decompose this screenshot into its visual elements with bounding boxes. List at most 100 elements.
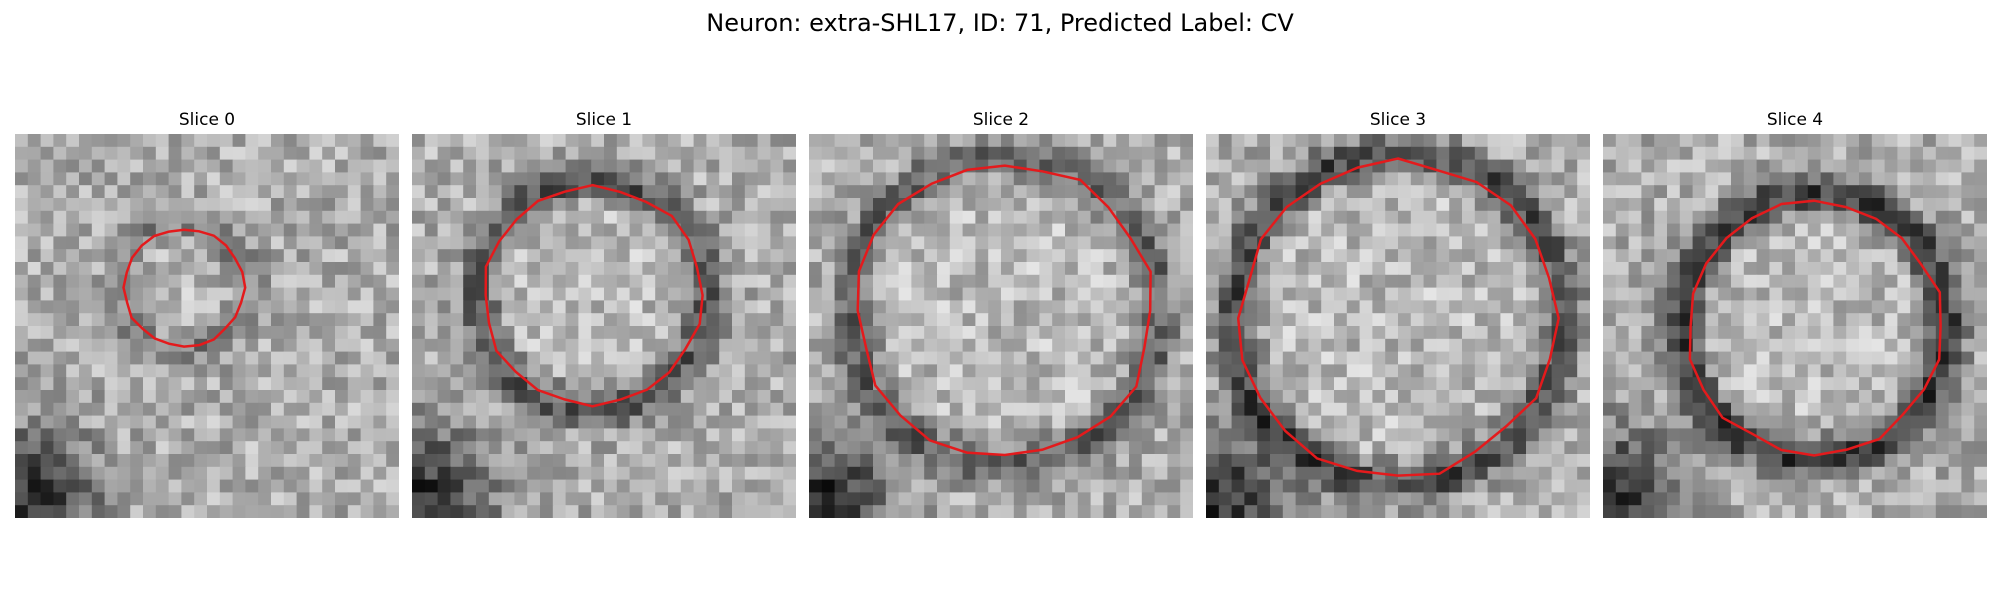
image-pixel (1628, 134, 1642, 148)
image-pixel (143, 479, 157, 493)
image-pixel (1705, 415, 1719, 429)
image-pixel (1538, 402, 1553, 417)
image-pixel (1692, 415, 1706, 429)
image-pixel (591, 326, 605, 340)
image-pixel (1756, 172, 1770, 186)
image-pixel (322, 274, 336, 289)
image-pixel (1923, 364, 1937, 378)
image-pixel (847, 466, 861, 481)
image-pixel (1334, 185, 1348, 199)
image-pixel (322, 262, 336, 276)
image-pixel (91, 390, 106, 404)
image-pixel (104, 402, 118, 417)
image-pixel (40, 415, 54, 429)
image-pixel (1948, 428, 1962, 442)
image-pixel (1923, 479, 1937, 493)
image-pixel (680, 428, 695, 442)
image-pixel (975, 505, 989, 518)
image-pixel (386, 390, 399, 404)
image-pixel (1603, 287, 1617, 301)
image-pixel (616, 223, 631, 237)
image-pixel (1935, 172, 1950, 186)
image-pixel (1923, 198, 1937, 212)
image-pixel (809, 274, 823, 289)
image-pixel (1807, 479, 1822, 493)
image-pixel (1679, 159, 1694, 173)
image-pixel (552, 236, 567, 250)
image-pixel (373, 479, 387, 493)
image-pixel (1308, 159, 1322, 173)
image-pixel (1308, 338, 1322, 353)
image-pixel (1795, 402, 1809, 417)
image-pixel (962, 338, 976, 353)
image-pixel (719, 364, 733, 378)
image-pixel (1628, 274, 1642, 289)
image-pixel (360, 415, 374, 429)
image-pixel (809, 428, 823, 442)
image-pixel (770, 287, 784, 301)
image-pixel (1334, 466, 1348, 481)
image-pixel (1667, 236, 1681, 250)
image-pixel (27, 134, 42, 148)
image-pixel (1603, 198, 1617, 212)
image-pixel (232, 159, 246, 173)
image-pixel (1807, 159, 1822, 173)
image-pixel (1564, 428, 1578, 442)
image-pixel (143, 390, 157, 404)
image-pixel (873, 428, 887, 442)
image-pixel (1359, 505, 1373, 518)
image-pixel (1820, 390, 1834, 404)
image-pixel (437, 326, 451, 340)
image-pixel (1769, 249, 1783, 263)
image-pixel (578, 466, 592, 481)
image-pixel (809, 198, 823, 212)
image-pixel (386, 505, 399, 518)
image-pixel (1807, 223, 1822, 237)
image-pixel (1615, 479, 1630, 493)
image-pixel (1026, 236, 1040, 250)
image-pixel (770, 210, 784, 225)
image-pixel (1141, 198, 1156, 212)
image-pixel (1346, 351, 1361, 365)
image-pixel (91, 223, 106, 237)
image-pixel (578, 492, 592, 506)
image-pixel (770, 172, 784, 186)
image-pixel (821, 198, 836, 212)
image-pixel (1154, 236, 1168, 250)
image-pixel (655, 402, 669, 417)
image-pixel (514, 454, 528, 468)
image-pixel (27, 223, 42, 237)
image-pixel (565, 134, 579, 148)
image-pixel (207, 492, 221, 506)
image-pixel (1385, 466, 1399, 481)
image-pixel (296, 364, 310, 378)
image-pixel (1398, 287, 1412, 301)
image-pixel (783, 351, 796, 365)
image-pixel (578, 364, 592, 378)
image-pixel (1603, 479, 1617, 493)
image-pixel (975, 466, 989, 481)
image-pixel (1923, 415, 1937, 429)
image-pixel (501, 300, 515, 314)
image-pixel (1257, 492, 1271, 506)
image-pixel (271, 402, 285, 417)
image-pixel (1846, 390, 1860, 404)
image-pixel (335, 134, 349, 148)
image-pixel (207, 441, 221, 455)
image-pixel (1731, 466, 1745, 481)
image-pixel (347, 159, 362, 173)
image-pixel (66, 236, 80, 250)
image-pixel (1603, 428, 1617, 442)
image-pixel (1359, 300, 1373, 314)
image-pixel (1282, 454, 1297, 468)
image-pixel (437, 415, 451, 429)
image-pixel (91, 428, 106, 442)
image-pixel (552, 146, 567, 161)
image-pixel (1743, 300, 1758, 314)
image-pixel (834, 505, 848, 518)
image-pixel (15, 223, 29, 237)
image-pixel (834, 300, 848, 314)
image-pixel (591, 210, 605, 225)
image-pixel (1807, 390, 1822, 404)
image-pixel (117, 390, 131, 404)
